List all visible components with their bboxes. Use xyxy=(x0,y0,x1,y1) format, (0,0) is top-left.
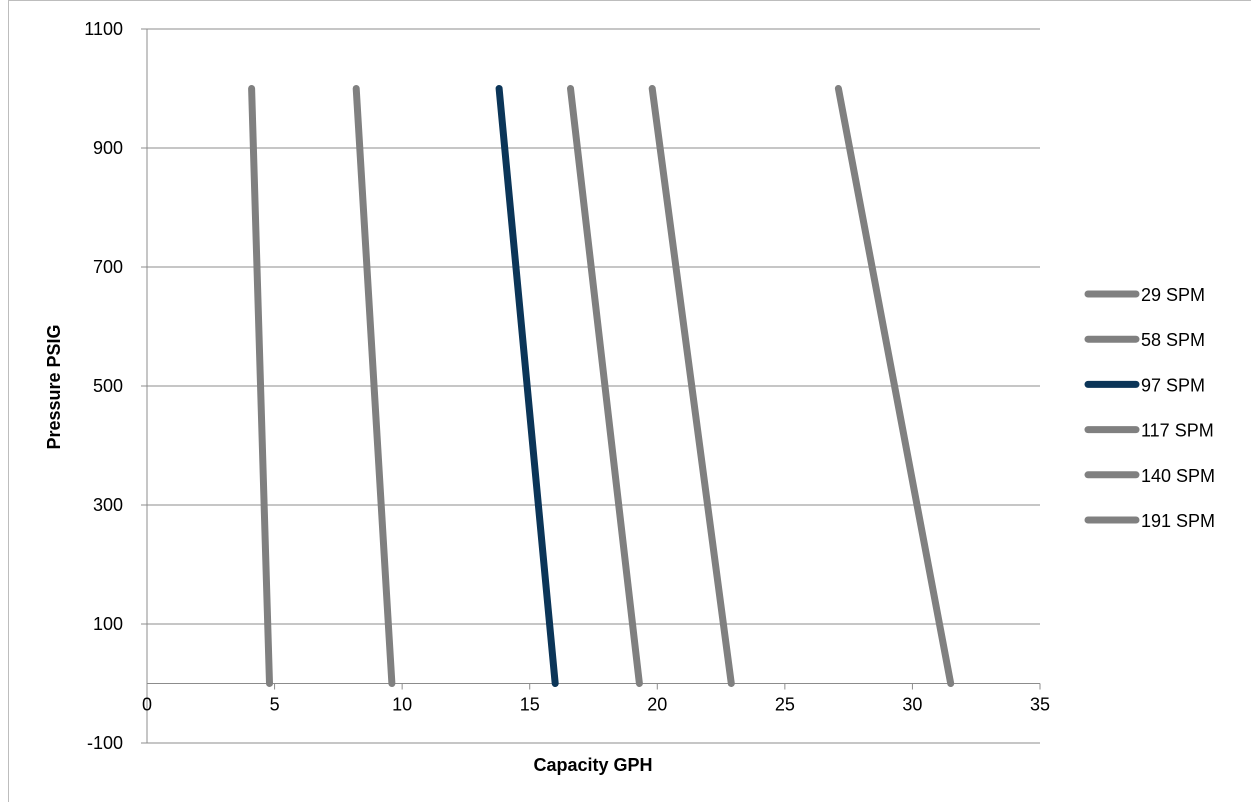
x-tick-label: 35 xyxy=(1030,695,1050,715)
x-axis-title: Capacity GPH xyxy=(533,755,652,775)
series-lines xyxy=(248,85,955,687)
legend-label: 117 SPM xyxy=(1141,421,1214,441)
legend-label: 29 SPM xyxy=(1141,285,1205,305)
legend: 29 SPM 58 SPM 97 SPM 117 SPM 140 SPM 191 SPM xyxy=(1084,285,1215,531)
series-line-117-spm xyxy=(567,85,643,687)
y-tick-label: 300 xyxy=(93,495,123,515)
legend-label: 140 SPM xyxy=(1141,466,1215,486)
y-tick-label: 900 xyxy=(93,138,123,158)
series-line-140-spm xyxy=(648,85,735,687)
x-tick-label: 15 xyxy=(520,695,540,715)
y-tick-label: 500 xyxy=(93,376,123,396)
x-tick-label: 5 xyxy=(270,695,280,715)
series-line-29-spm xyxy=(248,85,273,687)
legend-label: 97 SPM xyxy=(1141,375,1205,395)
series-line-97-spm xyxy=(495,85,559,687)
gridlines xyxy=(141,28,1040,744)
x-tick-label: 25 xyxy=(775,695,795,715)
chart-frame xyxy=(8,0,1251,802)
x-tick-label: 0 xyxy=(142,695,152,715)
y-tick-label: 1100 xyxy=(84,19,123,39)
series-line-191-spm xyxy=(834,85,955,687)
x-tick-labels: 0 5 10 15 20 25 30 35 xyxy=(142,695,1050,715)
x-tick-label: 20 xyxy=(647,695,667,715)
y-axis-title: Pressure PSIG xyxy=(44,324,64,449)
y-tick-labels: -100 100 300 500 700 900 1100 xyxy=(84,19,123,753)
y-tick-label: 100 xyxy=(93,614,123,634)
axes xyxy=(146,29,1041,743)
y-tick-label: -100 xyxy=(87,733,123,753)
legend-label: 191 SPM xyxy=(1141,511,1215,531)
y-tick-label: 700 xyxy=(93,257,123,277)
series-line-58-spm xyxy=(352,85,396,687)
legend-label: 58 SPM xyxy=(1141,330,1205,350)
x-tick-label: 30 xyxy=(902,695,922,715)
x-tick-label: 10 xyxy=(392,695,412,715)
